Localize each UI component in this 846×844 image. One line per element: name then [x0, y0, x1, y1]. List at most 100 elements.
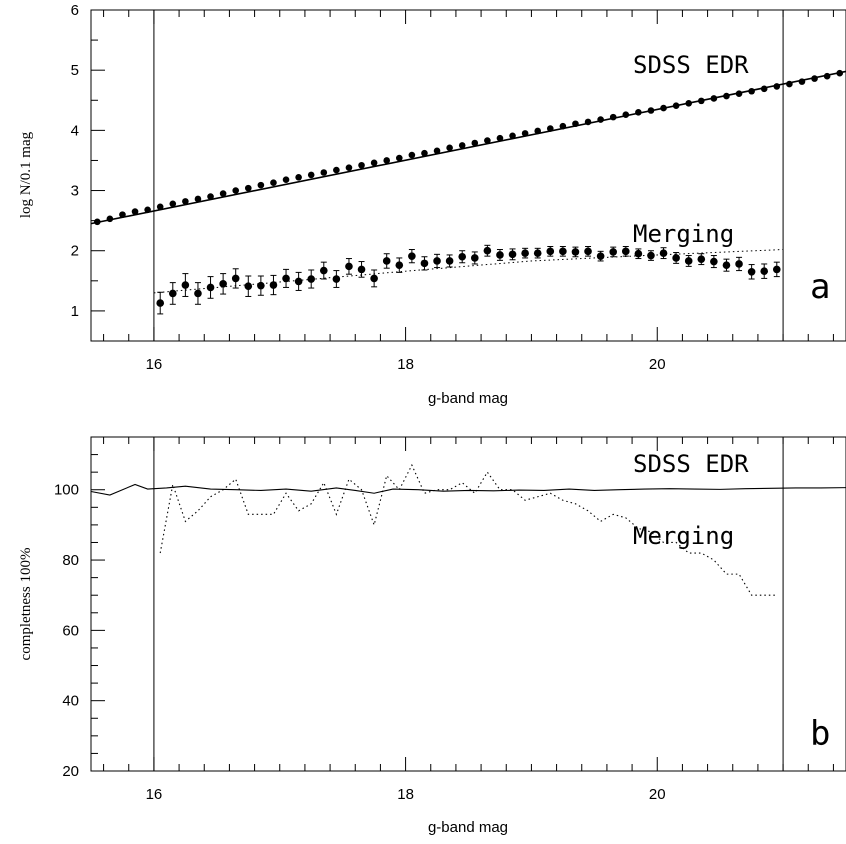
- sdss-point: [182, 198, 189, 205]
- merging-point: [294, 277, 303, 286]
- merging-point: [747, 267, 756, 276]
- panel-b: 16 18 20 20 40 60 80 100 SDSS EDR Merging b g-b…: [18, 436, 846, 836]
- sdss-point: [295, 174, 302, 181]
- sdss-point: [307, 171, 315, 179]
- sdss-point: [647, 107, 655, 114]
- merging-point: [332, 275, 341, 283]
- panel-b-tick-labels: 16 18 20 20 40 60 80 100: [54, 482, 666, 803]
- merging-point: [672, 254, 680, 262]
- x-tick-label: 16: [146, 356, 163, 373]
- merging-point: [470, 254, 479, 262]
- sdss-point: [207, 193, 214, 200]
- sdss-point: [635, 109, 642, 116]
- sdss-point: [710, 95, 718, 102]
- merging-point: [307, 275, 316, 283]
- panel-a-sdss-label: SDSS EDR: [633, 51, 749, 79]
- panel-a: 16 18 20 1 2 3 4 5 6 SDSS EDR Merging a g-band m…: [18, 2, 846, 407]
- sdss-point: [408, 151, 416, 159]
- sdss-point: [257, 181, 265, 189]
- sdss-point: [559, 122, 567, 130]
- sdss-point: [93, 218, 101, 226]
- merging-point: [433, 257, 441, 265]
- sdss-point: [786, 80, 793, 88]
- merging-point: [244, 282, 253, 291]
- merging-point: [659, 249, 668, 257]
- sdss-fit-line: [90, 70, 846, 225]
- panel-b-lines: [90, 463, 846, 596]
- x-tick-label: 16: [146, 786, 163, 803]
- panel-a-merging-label: Merging: [633, 220, 734, 248]
- merging-point: [395, 261, 404, 269]
- merging-point: [219, 280, 227, 288]
- merging-point: [458, 252, 467, 261]
- merging-point: [408, 252, 416, 260]
- sdss-point: [496, 134, 504, 142]
- merging-point: [357, 265, 366, 274]
- merging-point: [496, 251, 504, 259]
- sdss-point: [370, 159, 378, 167]
- merging-point: [546, 247, 555, 256]
- sdss-point: [320, 169, 328, 176]
- sdss-point: [584, 118, 592, 126]
- merging-point: [596, 252, 605, 260]
- sdss-point: [672, 102, 680, 109]
- panel-b-frame: [90, 436, 846, 772]
- sdss-point: [106, 215, 114, 223]
- merging-point: [621, 247, 630, 256]
- merging-point: [181, 281, 190, 289]
- panel-a-ylabel: log N/0.1 mag: [18, 131, 34, 218]
- merging-point: [684, 257, 693, 265]
- sdss-point: [622, 111, 630, 119]
- x-tick-label: 18: [397, 786, 414, 803]
- merging-point: [647, 251, 655, 260]
- sdss-point: [660, 104, 667, 112]
- merging-point: [269, 281, 278, 289]
- y-tick-label: 100: [54, 482, 79, 499]
- merging-point: [571, 248, 580, 256]
- sdss-point: [333, 166, 340, 174]
- sdss-point: [270, 179, 277, 187]
- sdss-point: [244, 184, 252, 192]
- merging-point: [760, 267, 769, 275]
- merging-point: [559, 247, 567, 256]
- sdss-point: [421, 149, 428, 157]
- sdss-point: [484, 137, 491, 144]
- x-tick-label: 18: [397, 356, 414, 373]
- y-tick-label: 40: [62, 693, 79, 710]
- sdss-point: [395, 154, 403, 162]
- merging-model-line: [153, 249, 784, 294]
- merging-point: [382, 257, 391, 265]
- sdss-point: [433, 147, 441, 155]
- y-tick-label: 6: [71, 2, 79, 19]
- panel-b-xlabel: g-band mag: [428, 819, 508, 836]
- panel-a-frame: [90, 9, 846, 342]
- y-tick-label: 4: [71, 122, 79, 139]
- sdss-point: [232, 187, 240, 194]
- panel-a-letter: a: [810, 267, 830, 307]
- sdss-point: [446, 144, 453, 152]
- sdss-point: [597, 116, 604, 123]
- merging-point: [156, 299, 165, 307]
- merging-point: [735, 260, 743, 268]
- merging-point: [194, 289, 202, 298]
- sdss-point: [760, 85, 768, 93]
- panel-b-merging-label: Merging: [633, 522, 734, 550]
- panel-a-data-points: [93, 69, 844, 315]
- merging-point: [319, 266, 328, 275]
- sdss-point: [119, 211, 126, 218]
- panel-a-model-lines: [90, 70, 846, 294]
- panel-b-ticks: [91, 436, 834, 772]
- sdss-point: [798, 78, 806, 85]
- y-tick-label: 20: [62, 763, 79, 780]
- panel-b-letter: b: [810, 714, 830, 754]
- sdss-point: [748, 87, 755, 95]
- sdss-point: [383, 157, 391, 164]
- y-tick-label: 80: [62, 552, 79, 569]
- y-tick-label: 3: [71, 183, 79, 200]
- x-tick-label: 20: [649, 356, 666, 373]
- sdss-point: [509, 132, 516, 140]
- sdss-point: [773, 83, 781, 90]
- sdss-point: [131, 208, 139, 215]
- sdss-completeness-line: [90, 483, 846, 496]
- merging-point: [508, 250, 517, 259]
